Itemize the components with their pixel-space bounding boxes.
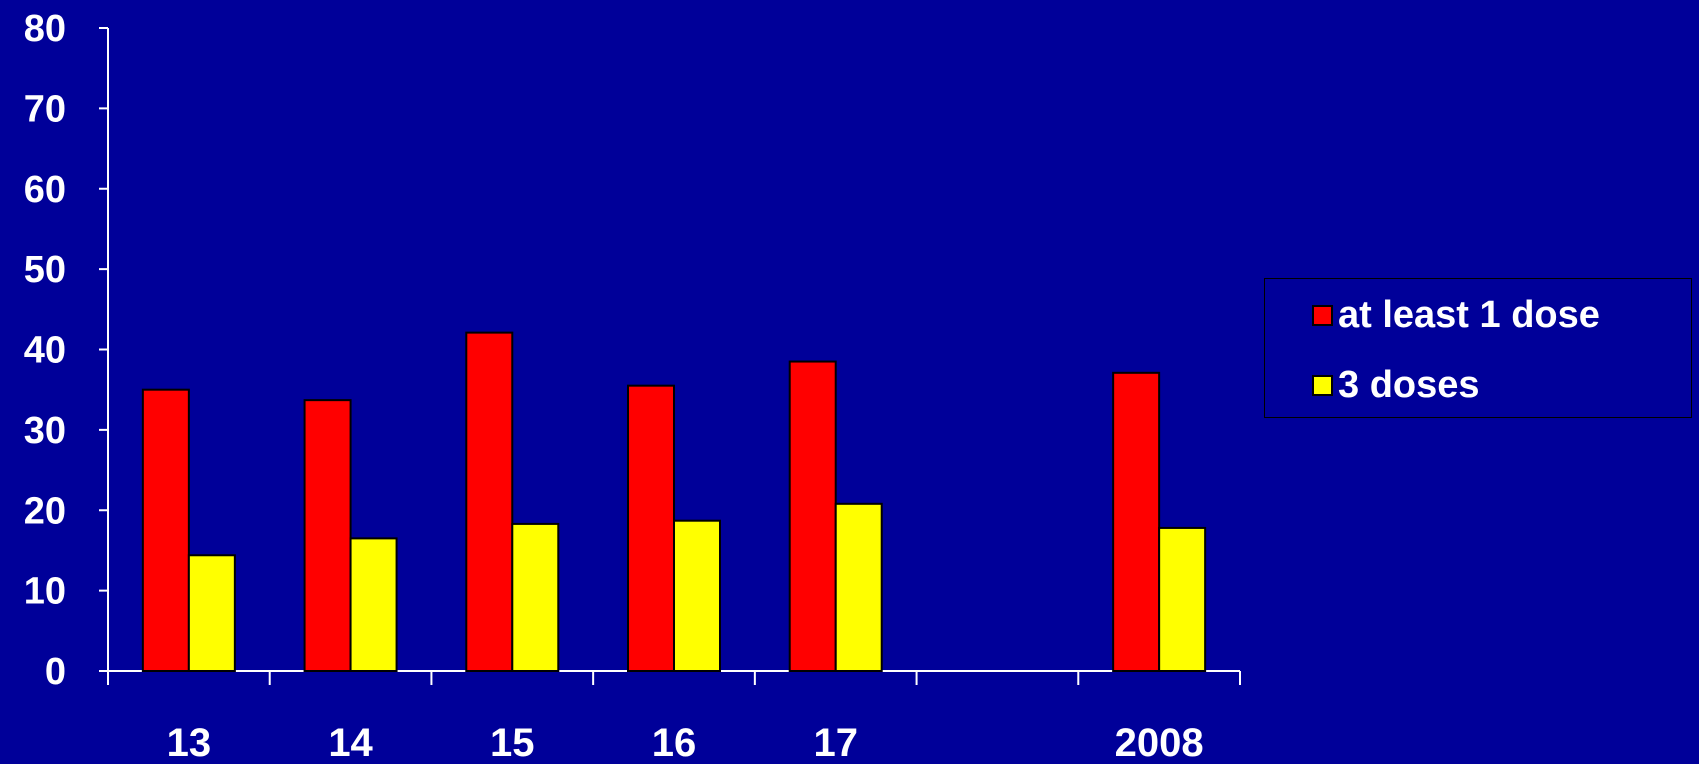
bar-at-least-1-dose-16 bbox=[627, 384, 675, 672]
bar-at-least-1-dose-13 bbox=[141, 388, 190, 672]
legend-label-at-least-1-dose: at least 1 dose bbox=[1338, 294, 1600, 336]
x-axis-ticks: 13 14 15 16 17 2008 bbox=[107, 671, 1241, 764]
x-tick-label: 16 bbox=[652, 721, 697, 764]
bar-series-group bbox=[141, 331, 1207, 673]
y-tick-label: 80 bbox=[24, 8, 66, 50]
bar-3-doses-14 bbox=[349, 537, 398, 672]
bar-3-doses-2008 bbox=[1158, 526, 1207, 672]
bar-at-least-1-dose-17 bbox=[788, 360, 837, 672]
y-tick-label: 10 bbox=[24, 571, 66, 613]
bar-3-doses-13 bbox=[187, 554, 236, 673]
bar-at-least-1-dose-2008 bbox=[1112, 371, 1161, 672]
bar-3-doses-16 bbox=[673, 519, 721, 672]
y-tick-label: 20 bbox=[24, 490, 66, 532]
legend-swatch-at-least-1-dose bbox=[1312, 304, 1333, 326]
y-tick-label: 30 bbox=[24, 410, 66, 452]
y-tick-label: 50 bbox=[24, 249, 66, 291]
legend-swatch-3-doses bbox=[1312, 374, 1333, 396]
x-tick-label: 17 bbox=[813, 721, 858, 764]
x-tick-label: 14 bbox=[328, 721, 373, 764]
y-tick-label: 60 bbox=[24, 169, 66, 211]
legend-item-at-least-1-dose: at least 1 dose bbox=[1312, 295, 1600, 335]
x-tick-label: 15 bbox=[490, 721, 535, 764]
x-tick-label: 13 bbox=[167, 721, 212, 764]
x-tick-label: 2008 bbox=[1115, 721, 1204, 764]
legend: at least 1 dose 3 doses bbox=[1264, 278, 1692, 418]
bar-3-doses-15 bbox=[511, 522, 560, 672]
y-tick-label: 0 bbox=[45, 651, 66, 693]
legend-label-3-doses: 3 doses bbox=[1338, 364, 1480, 406]
y-axis-ticks: 0 10 20 30 40 50 60 70 80 bbox=[24, 8, 108, 693]
y-tick-label: 40 bbox=[24, 330, 66, 372]
bar-3-doses-17 bbox=[834, 502, 883, 672]
bar-at-least-1-dose-15 bbox=[465, 331, 514, 672]
bar-at-least-1-dose-14 bbox=[303, 399, 352, 672]
legend-item-3-doses: 3 doses bbox=[1312, 365, 1480, 405]
y-tick-label: 70 bbox=[24, 88, 66, 130]
